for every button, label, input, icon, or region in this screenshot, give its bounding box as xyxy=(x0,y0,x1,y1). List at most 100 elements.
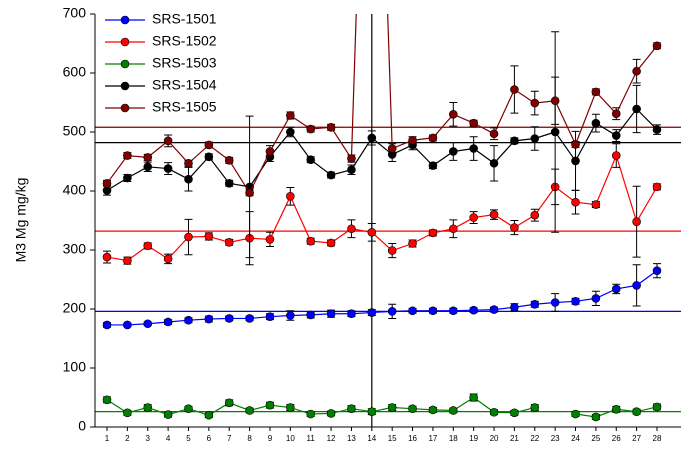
marker xyxy=(224,179,234,188)
x-tick-label: 8 xyxy=(247,434,252,443)
marker xyxy=(347,154,356,163)
x-tick-label: 4 xyxy=(166,434,171,443)
marker xyxy=(428,161,438,170)
marker xyxy=(448,306,458,316)
marker xyxy=(367,407,377,416)
marker xyxy=(530,134,540,143)
marker xyxy=(428,306,438,316)
x-tick-label: 2 xyxy=(125,434,130,443)
y-axis-label: M3 Mg mg/kg xyxy=(13,178,29,263)
marker xyxy=(489,129,499,139)
marker xyxy=(611,404,621,414)
marker xyxy=(591,118,601,128)
marker xyxy=(571,140,580,149)
x-tick-label: 1 xyxy=(105,434,110,443)
marker xyxy=(448,224,458,234)
marker xyxy=(550,298,560,307)
marker xyxy=(184,158,193,168)
marker xyxy=(326,409,336,418)
marker xyxy=(326,122,336,132)
marker xyxy=(204,152,214,162)
x-tick-label: 20 xyxy=(490,434,499,443)
marker xyxy=(510,136,519,146)
marker xyxy=(387,403,397,412)
marker xyxy=(652,266,662,275)
y-tick-label: 700 xyxy=(63,5,87,21)
marker xyxy=(265,235,275,244)
marker xyxy=(286,403,295,412)
marker xyxy=(102,252,112,262)
marker xyxy=(632,281,641,290)
marker xyxy=(245,314,254,323)
marker xyxy=(143,153,153,162)
marker xyxy=(652,41,662,51)
y-tick-label: 300 xyxy=(63,241,87,257)
x-tick-label: 23 xyxy=(551,434,560,443)
marker xyxy=(652,182,662,192)
marker xyxy=(510,408,519,418)
marker xyxy=(224,238,234,247)
marker xyxy=(469,118,478,128)
marker xyxy=(632,217,641,226)
y-tick-label: 200 xyxy=(63,300,87,316)
marker xyxy=(347,404,356,414)
x-tick-label: 16 xyxy=(408,434,417,443)
marker xyxy=(265,147,275,156)
series-line xyxy=(106,108,658,191)
marker xyxy=(143,241,153,251)
legend-marker xyxy=(120,37,130,47)
marker xyxy=(530,98,540,108)
marker xyxy=(632,66,641,76)
x-tick-label: 7 xyxy=(227,434,232,443)
marker xyxy=(326,309,336,319)
marker xyxy=(469,213,478,222)
marker xyxy=(387,307,397,316)
y-tick-label: 400 xyxy=(63,182,87,198)
marker xyxy=(102,179,112,188)
marker xyxy=(184,232,193,242)
x-tick-label: 14 xyxy=(367,434,376,443)
marker xyxy=(652,125,662,134)
marker xyxy=(184,404,193,414)
marker xyxy=(408,306,417,316)
series-line xyxy=(106,14,658,194)
marker xyxy=(469,144,478,153)
marker xyxy=(408,239,417,248)
marker xyxy=(326,170,336,180)
marker xyxy=(591,294,601,303)
marker xyxy=(286,311,295,320)
marker xyxy=(184,174,193,184)
marker xyxy=(224,156,234,165)
marker xyxy=(286,111,295,120)
x-tick-label: 3 xyxy=(146,434,151,443)
x-tick-label: 26 xyxy=(612,434,621,443)
marker xyxy=(224,314,234,323)
marker xyxy=(347,165,356,175)
marker xyxy=(367,133,377,143)
marker xyxy=(102,395,112,405)
marker xyxy=(245,406,254,415)
series-line xyxy=(106,153,658,262)
marker xyxy=(143,162,153,172)
marker xyxy=(102,320,112,330)
marker xyxy=(224,398,234,408)
x-tick-label: 19 xyxy=(469,434,478,443)
marker xyxy=(123,320,132,330)
legend-label: SRS-1501 xyxy=(152,11,217,27)
marker xyxy=(347,309,356,319)
marker xyxy=(550,96,560,106)
x-tick-label: 6 xyxy=(207,434,212,443)
marker xyxy=(306,236,316,246)
marker xyxy=(571,197,580,207)
marker xyxy=(530,299,540,309)
x-tick-label: 27 xyxy=(632,434,641,443)
x-tick-label: 24 xyxy=(571,434,580,443)
marker xyxy=(469,393,478,402)
marker xyxy=(265,312,275,321)
marker xyxy=(428,405,438,415)
series-line xyxy=(107,270,658,326)
y-tick-label: 600 xyxy=(63,64,87,80)
marker xyxy=(286,127,295,137)
marker xyxy=(123,151,132,160)
